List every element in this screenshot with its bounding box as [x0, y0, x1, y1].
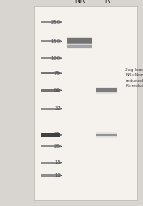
Text: 150: 150 [51, 39, 61, 44]
Text: 250: 250 [51, 20, 61, 25]
Text: 25: 25 [54, 132, 61, 137]
FancyBboxPatch shape [96, 134, 117, 136]
Text: 15: 15 [54, 160, 61, 165]
Text: NR: NR [74, 0, 85, 5]
FancyBboxPatch shape [67, 38, 92, 44]
FancyBboxPatch shape [34, 6, 137, 200]
FancyBboxPatch shape [41, 108, 60, 110]
Text: 2ug loading
NR=Non-
reduced
R=reduced: 2ug loading NR=Non- reduced R=reduced [125, 68, 143, 88]
FancyBboxPatch shape [96, 133, 117, 137]
FancyBboxPatch shape [67, 43, 92, 49]
FancyBboxPatch shape [67, 37, 92, 45]
FancyBboxPatch shape [41, 21, 60, 23]
FancyBboxPatch shape [41, 40, 60, 42]
FancyBboxPatch shape [67, 37, 92, 46]
FancyBboxPatch shape [96, 132, 117, 138]
FancyBboxPatch shape [41, 145, 60, 147]
Text: 100: 100 [51, 56, 61, 61]
Text: 75: 75 [54, 71, 61, 76]
FancyBboxPatch shape [41, 162, 60, 164]
Text: 50: 50 [54, 88, 61, 93]
Text: 37: 37 [54, 106, 61, 111]
FancyBboxPatch shape [67, 45, 92, 48]
FancyBboxPatch shape [67, 44, 92, 48]
FancyBboxPatch shape [96, 88, 117, 92]
FancyBboxPatch shape [41, 133, 60, 137]
Text: 20: 20 [54, 144, 61, 149]
FancyBboxPatch shape [41, 72, 60, 75]
FancyBboxPatch shape [41, 89, 60, 91]
FancyBboxPatch shape [41, 57, 60, 59]
FancyBboxPatch shape [41, 174, 60, 177]
FancyBboxPatch shape [96, 88, 117, 93]
Text: R: R [104, 0, 109, 5]
Text: 10: 10 [54, 173, 61, 178]
FancyBboxPatch shape [96, 87, 117, 94]
